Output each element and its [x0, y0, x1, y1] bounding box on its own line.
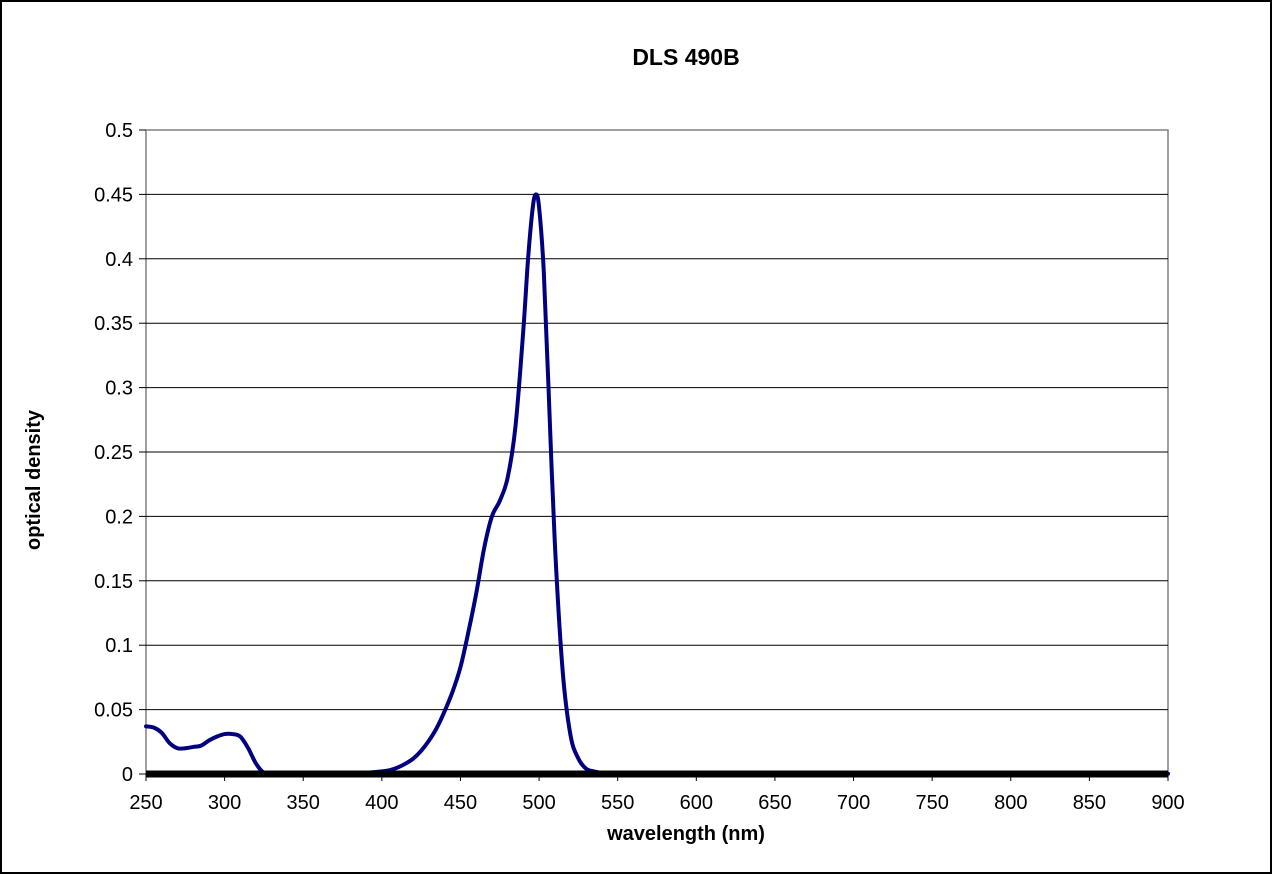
- y-tick-label: 0.4: [105, 249, 133, 271]
- y-tick-label: 0.05: [94, 700, 133, 722]
- y-tick-marks: [139, 129, 146, 775]
- x-tick-label: 750: [915, 792, 948, 814]
- x-tick-label: 350: [287, 792, 320, 814]
- y-tick-label: 0.35: [94, 313, 133, 335]
- y-tick-label: 0.1: [105, 635, 133, 657]
- x-tick-label: 250: [129, 792, 162, 814]
- y-axis-title: optical density: [23, 409, 45, 550]
- x-tick-labels: 250 300 350 400 450 500 550 600 650 700 750 800 850 9…: [129, 792, 1184, 814]
- y-tick-label: 0.15: [94, 571, 133, 593]
- x-tick-label: 650: [758, 792, 791, 814]
- x-tick-label: 850: [1073, 792, 1106, 814]
- x-tick-label: 600: [680, 792, 713, 814]
- y-tick-label: 0.3: [105, 378, 133, 400]
- x-tick-label: 400: [365, 792, 398, 814]
- x-tick-label: 500: [522, 792, 555, 814]
- grid-lines: [146, 193, 1168, 711]
- y-tick-label: 0.45: [94, 184, 133, 206]
- x-tick-label: 450: [444, 792, 477, 814]
- y-tick-label: 0.25: [94, 442, 133, 464]
- y-tick-labels: 0 0.05 0.1 0.15 0.2 0.25 0.3 0.35 0.4 0.45 0.5: [94, 120, 133, 786]
- x-tick-label: 800: [994, 792, 1027, 814]
- x-axis-title: wavelength (nm): [606, 823, 765, 845]
- x-tick-label: 700: [837, 792, 870, 814]
- chart-title: DLS 490B: [632, 44, 739, 70]
- y-tick-label: 0.5: [105, 120, 133, 142]
- x-tick-label: 300: [208, 792, 241, 814]
- x-tick-label: 550: [601, 792, 634, 814]
- y-tick-label: 0: [122, 764, 133, 786]
- y-tick-label: 0.2: [105, 506, 133, 528]
- x-tick-label: 900: [1151, 792, 1184, 814]
